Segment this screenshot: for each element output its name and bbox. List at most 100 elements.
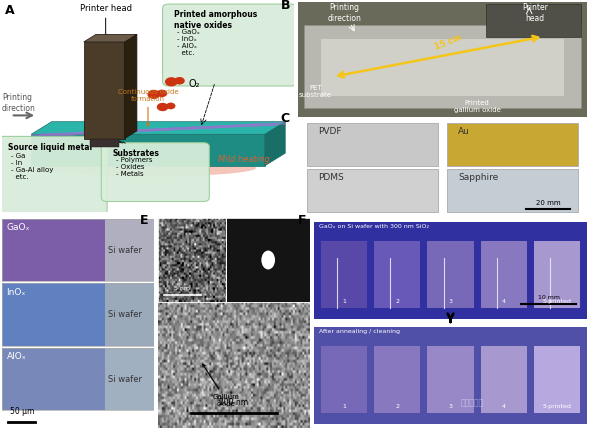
Text: C: C (281, 112, 290, 126)
Polygon shape (276, 122, 285, 125)
FancyBboxPatch shape (298, 2, 587, 117)
Polygon shape (128, 129, 137, 133)
Text: 2: 2 (395, 299, 399, 304)
Polygon shape (58, 133, 67, 136)
Text: Printer head: Printer head (80, 3, 132, 38)
Text: AlOₓ: AlOₓ (6, 352, 27, 361)
FancyBboxPatch shape (307, 123, 438, 166)
FancyBboxPatch shape (534, 346, 580, 413)
Text: Si wafer: Si wafer (108, 310, 143, 319)
Text: F: F (297, 214, 306, 227)
Polygon shape (136, 129, 145, 132)
Polygon shape (66, 132, 75, 136)
FancyBboxPatch shape (163, 4, 297, 86)
Text: Si wafer: Si wafer (108, 246, 143, 255)
Text: GaOₓ: GaOₓ (6, 223, 30, 232)
FancyBboxPatch shape (84, 42, 125, 138)
FancyBboxPatch shape (447, 123, 578, 166)
Polygon shape (171, 127, 181, 130)
Polygon shape (49, 133, 58, 137)
Text: 1: 1 (342, 404, 346, 409)
Text: Au: Au (458, 127, 470, 135)
Text: PVDF: PVDF (318, 127, 342, 135)
Polygon shape (119, 130, 128, 133)
FancyBboxPatch shape (321, 241, 367, 308)
Text: Printing
direction: Printing direction (327, 3, 361, 22)
Text: PET
substrate: PET substrate (299, 85, 332, 98)
Polygon shape (189, 126, 198, 129)
FancyBboxPatch shape (427, 241, 474, 308)
Polygon shape (90, 138, 119, 147)
FancyBboxPatch shape (534, 241, 580, 308)
Polygon shape (31, 134, 265, 166)
Polygon shape (84, 34, 137, 42)
Text: 5-printed: 5-printed (542, 299, 571, 304)
Polygon shape (259, 123, 268, 126)
Polygon shape (241, 124, 251, 127)
Text: O₂: O₂ (189, 79, 200, 89)
Text: Gallium
oxide: Gallium oxide (203, 364, 240, 407)
Polygon shape (180, 127, 190, 130)
Ellipse shape (52, 160, 256, 176)
Text: 5 nm: 5 nm (174, 286, 190, 292)
Text: B: B (281, 0, 290, 12)
Text: Continuous oxide
formation: Continuous oxide formation (118, 89, 178, 126)
FancyBboxPatch shape (105, 348, 154, 410)
FancyBboxPatch shape (374, 346, 421, 413)
Polygon shape (215, 125, 224, 128)
FancyBboxPatch shape (314, 222, 587, 319)
Circle shape (157, 89, 167, 97)
Polygon shape (39, 123, 277, 136)
Text: 2: 2 (395, 404, 399, 409)
Polygon shape (198, 126, 207, 129)
Text: Printed amorphous
native oxides: Printed amorphous native oxides (174, 10, 257, 30)
Circle shape (166, 103, 176, 109)
Polygon shape (145, 129, 154, 132)
FancyBboxPatch shape (304, 25, 581, 108)
Text: 3: 3 (448, 404, 452, 409)
FancyBboxPatch shape (2, 348, 105, 410)
Circle shape (147, 90, 160, 99)
Text: Printing
direction: Printing direction (2, 93, 36, 113)
Text: GaOₓ on Si wafer with 300 nm SiO₂: GaOₓ on Si wafer with 300 nm SiO₂ (319, 224, 429, 229)
Polygon shape (31, 134, 41, 138)
Text: - Polymers
- Oxides
- Metals: - Polymers - Oxides - Metals (116, 157, 153, 178)
Text: Substrates: Substrates (113, 149, 160, 158)
Polygon shape (250, 123, 259, 126)
Circle shape (262, 251, 275, 270)
Text: Source liquid metal: Source liquid metal (8, 143, 92, 152)
FancyBboxPatch shape (486, 4, 581, 37)
Text: 5-printed: 5-printed (542, 404, 571, 409)
Polygon shape (101, 131, 111, 134)
Text: InOₓ: InOₓ (6, 288, 26, 297)
Polygon shape (163, 128, 172, 131)
Polygon shape (233, 124, 242, 127)
Text: Printed
gallium oxide: Printed gallium oxide (454, 100, 501, 113)
Text: 50 μm: 50 μm (9, 408, 34, 416)
Polygon shape (268, 123, 277, 126)
Text: After annealing / cleaning: After annealing / cleaning (319, 329, 401, 334)
FancyBboxPatch shape (481, 346, 527, 413)
Text: Printer
head: Printer head (522, 3, 548, 22)
Text: Mild heating: Mild heating (219, 155, 270, 163)
Text: PDMS: PDMS (318, 173, 344, 182)
FancyBboxPatch shape (2, 283, 105, 346)
FancyBboxPatch shape (447, 169, 578, 212)
Text: 20 mm: 20 mm (535, 200, 560, 206)
Text: 4: 4 (502, 404, 506, 409)
FancyBboxPatch shape (105, 219, 154, 281)
Polygon shape (92, 131, 102, 135)
Circle shape (165, 77, 178, 86)
Polygon shape (75, 132, 84, 135)
Text: 1: 1 (342, 299, 346, 304)
FancyBboxPatch shape (307, 169, 438, 212)
Text: E: E (140, 214, 148, 227)
Text: 10 mm: 10 mm (538, 295, 560, 300)
Text: 15 cm: 15 cm (434, 34, 463, 52)
FancyBboxPatch shape (2, 219, 105, 281)
Text: Si wafer: Si wafer (108, 375, 143, 384)
Polygon shape (224, 125, 233, 128)
Polygon shape (154, 128, 163, 132)
Polygon shape (265, 122, 285, 166)
FancyBboxPatch shape (374, 241, 421, 308)
